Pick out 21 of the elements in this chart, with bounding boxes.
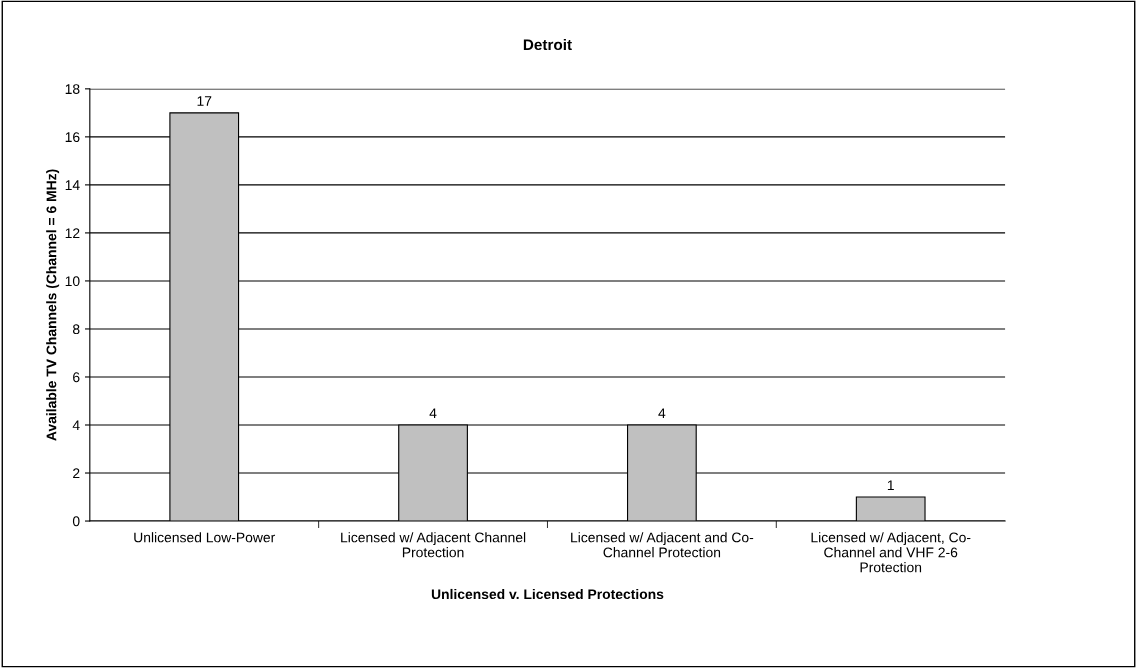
y-tick-label: 12 — [65, 228, 80, 238]
data-label: 1 — [887, 480, 894, 490]
y-tick-label: 8 — [72, 324, 80, 335]
x-tick-label: Licensed w/ Adjacent Channel Protection — [341, 532, 526, 558]
y-tick-label: 16 — [65, 132, 80, 143]
y-tick-label: 6 — [73, 372, 80, 383]
y-tick-label: 18 — [65, 84, 80, 95]
data-label: 4 — [658, 408, 666, 418]
x-tick-label: Licensed w/ Adjacent and Co- Channel Protection — [571, 532, 754, 558]
y-tick-label: 10 — [65, 276, 80, 287]
y-tick-label: 0 — [72, 516, 80, 527]
data-label: 4 — [429, 408, 437, 418]
y-tick-label: 4 — [72, 420, 80, 431]
x-axis-title: Unlicensed v. Licensed Protections — [431, 588, 664, 600]
chart-title: Detroit — [523, 38, 572, 51]
y-tick-label: 2 — [73, 468, 80, 479]
y-axis-title: Available TV Channels (Channel = 6 MHz) — [46, 169, 60, 441]
data-label: 17 — [197, 96, 212, 106]
x-tick-label: Unlicensed Low-Power — [134, 532, 276, 543]
x-tick-label: Licensed w/ Adjacent, Co- Channel and VHF 2-6 Protection — [811, 532, 971, 573]
y-tick-label: 14 — [65, 180, 80, 190]
